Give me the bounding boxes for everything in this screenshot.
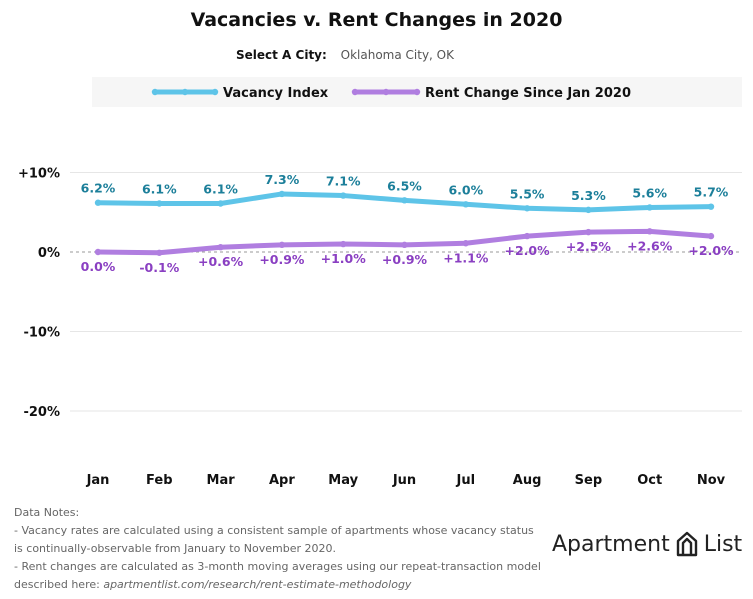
vacancy-data-label: 5.3% <box>571 188 606 203</box>
rent-data-label: -0.1% <box>139 260 179 275</box>
rent-point <box>217 244 224 251</box>
data-notes: Data Notes: - Vacancy rates are calculat… <box>14 504 541 594</box>
vacancy-point <box>156 200 163 207</box>
legend-marker <box>211 88 219 96</box>
vacancy-point <box>462 201 469 208</box>
notes-line-3: - Rent changes are calculated as 3-month… <box>14 560 541 573</box>
vacancy-point <box>585 206 592 214</box>
rent-point <box>340 240 347 248</box>
vacancy-data-label: 6.5% <box>387 178 422 193</box>
x-tick-label: Aug <box>513 473 542 488</box>
vacancy-data-label: 6.2% <box>81 181 116 196</box>
methodology-link[interactable]: apartmentlist.com/research/rent-estimate… <box>103 578 412 591</box>
rent-data-label: +0.9% <box>382 252 428 267</box>
rent-data-label: +2.0% <box>688 243 734 258</box>
vacancy-data-label: 7.3% <box>265 172 300 187</box>
vacancy-point <box>523 205 531 212</box>
notes-line-4: described here: apartmentlist.com/resear… <box>14 576 534 594</box>
rent-data-label: +1.0% <box>321 251 367 266</box>
city-selector[interactable]: Select A City: Oklahoma City, OK <box>236 48 454 62</box>
logo-text-left: Apartment <box>552 531 670 557</box>
vacancy-data-label: 5.6% <box>632 185 667 200</box>
x-tick-label: Sep <box>575 473 603 488</box>
rent-data-label: +0.6% <box>198 254 244 269</box>
y-tick-label: -10% <box>23 326 60 341</box>
x-tick-label: Jun <box>392 473 416 488</box>
rent-data-label: 0.0% <box>81 259 116 274</box>
legend-label-vacancy: Vacancy Index <box>223 86 329 101</box>
legend-marker <box>351 88 359 96</box>
legend-marker <box>151 88 159 96</box>
rent-data-label: +2.5% <box>566 239 612 254</box>
city-selector-value[interactable]: Oklahoma City, OK <box>340 48 454 62</box>
x-tick-label: Jan <box>86 473 110 488</box>
rent-data-label: +2.6% <box>627 238 673 253</box>
x-tick-label: Jul <box>456 473 476 488</box>
vacancy-point <box>707 203 715 210</box>
vacancy-data-label: 6.1% <box>142 182 177 197</box>
legend-label-rent: Rent Change Since Jan 2020 <box>425 86 631 101</box>
vacancy-point <box>646 204 653 211</box>
logo-text-right: List <box>703 531 743 557</box>
rent-point <box>523 232 531 240</box>
vacancy-point <box>340 192 347 199</box>
vacancy-point <box>217 200 224 207</box>
rent-point <box>401 241 408 249</box>
rent-point <box>585 228 592 236</box>
notes-line-1: - Vacancy rates are calculated using a c… <box>14 524 534 537</box>
legend-marker <box>181 88 189 96</box>
rent-data-label: +2.0% <box>505 243 551 258</box>
x-tick-label: Oct <box>637 473 662 488</box>
vacancy-data-label: 5.5% <box>510 186 545 201</box>
x-tick-label: Nov <box>697 473 726 488</box>
rent-point <box>707 232 715 240</box>
vacancy-data-label: 6.1% <box>203 182 238 197</box>
legend-marker <box>382 88 390 96</box>
city-selector-label: Select A City: <box>236 48 327 62</box>
vacancy-data-label: 7.1% <box>326 174 361 189</box>
vacancy-point <box>278 190 286 198</box>
chart-title: Vacancies v. Rent Changes in 2020 <box>190 9 563 31</box>
notes-line-4-prefix: described here: <box>14 578 104 591</box>
vacancy-point <box>94 199 102 206</box>
rent-point <box>646 228 653 235</box>
apartment-list-logo-icon <box>676 531 697 557</box>
notes-line-2: is continually-observable from January t… <box>14 542 337 555</box>
notes-heading: Data Notes: <box>14 506 80 519</box>
legend-marker <box>413 88 421 96</box>
rent-data-label: +1.1% <box>443 250 489 265</box>
rent-point <box>278 241 286 249</box>
y-tick-label: 0% <box>38 246 60 261</box>
x-tick-label: Mar <box>207 473 236 488</box>
rent-point <box>156 249 163 256</box>
apartment-list-logo[interactable]: Apartment List <box>552 529 742 559</box>
x-tick-label: Feb <box>146 473 172 488</box>
x-tick-label: Apr <box>269 473 295 488</box>
rent-point <box>462 240 469 247</box>
y-tick-label: +10% <box>18 167 60 182</box>
rent-data-label: +0.9% <box>259 252 305 267</box>
x-tick-label: May <box>328 473 358 488</box>
vacancy-data-label: 5.7% <box>694 185 729 200</box>
vacancy-point <box>401 197 408 204</box>
rent-point <box>94 248 102 256</box>
vacancy-data-label: 6.0% <box>448 182 483 197</box>
line-chart: +10% 0% -10% -20% Jan Feb Mar Apr May Jun Jul Aug Se… <box>18 86 742 488</box>
y-tick-label: -20% <box>23 405 60 420</box>
